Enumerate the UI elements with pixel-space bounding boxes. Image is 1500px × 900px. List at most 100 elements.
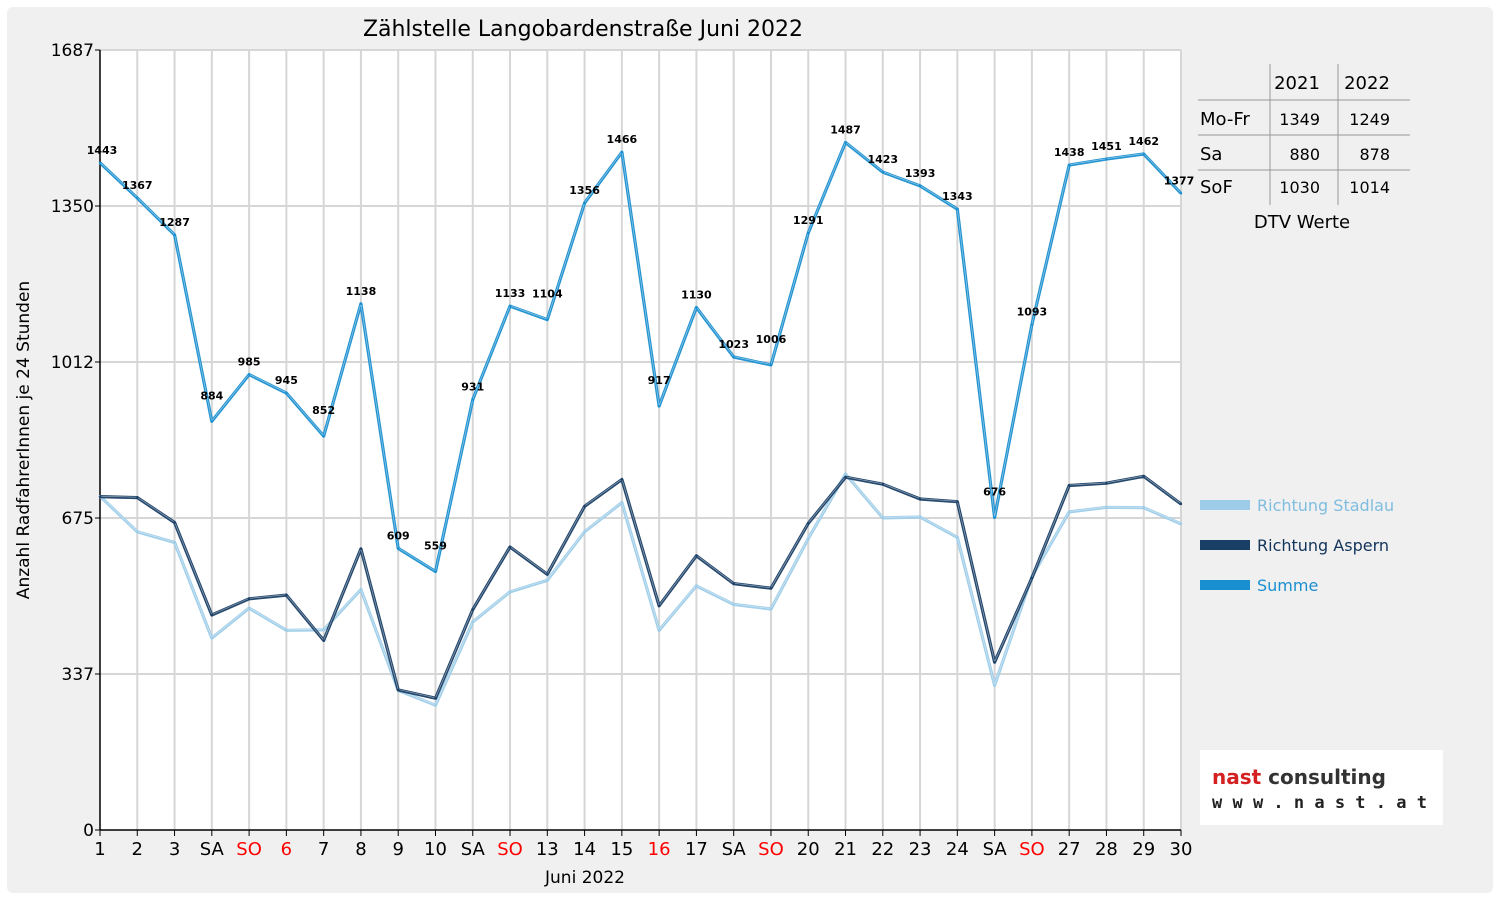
- data-point-richtung-aspern: [1179, 502, 1183, 506]
- data-point-richtung-stadlau: [993, 684, 996, 687]
- data-label: 1006: [756, 333, 787, 346]
- data-point-richtung-aspern: [583, 505, 586, 508]
- data-label: 1356: [569, 184, 600, 197]
- data-point-summe: [508, 304, 512, 308]
- data-point-summe: [397, 547, 400, 550]
- chart-title: Zählstelle Langobardenstraße Juni 2022: [363, 17, 803, 42]
- dtv-cell: 1349: [1279, 110, 1320, 129]
- grid-vertical: [136, 50, 1182, 830]
- data-point-richtung-stadlau: [881, 516, 884, 520]
- data-point-richtung-aspern: [918, 497, 922, 501]
- dtv-cell: 1249: [1349, 110, 1390, 129]
- data-point-richtung-aspern: [881, 482, 884, 486]
- data-point-summe: [1067, 163, 1071, 167]
- data-point-summe: [210, 420, 214, 423]
- data-point-richtung-stadlau: [136, 530, 139, 533]
- x-tick-labels: 1 2 3 SA SO 6 7 8 9 10 SA SO 13 14 15 16 17 SA SO 20 21 22 23 2…: [94, 830, 1192, 860]
- data-point-summe: [657, 404, 661, 408]
- data-point-richtung-aspern: [247, 597, 251, 601]
- data-point-richtung-aspern: [136, 496, 139, 499]
- data-label: 1377: [1164, 174, 1195, 187]
- data-point-richtung-stadlau: [1142, 506, 1145, 509]
- legend-swatch: [1200, 500, 1250, 510]
- data-label: 1393: [905, 167, 936, 180]
- data-point-richtung-aspern: [508, 545, 512, 549]
- legend-entry: Richtung Aspern: [1257, 536, 1389, 555]
- y-tick-label: 337: [62, 665, 94, 685]
- logo-url: w w w . n a s t . a t: [1212, 793, 1427, 813]
- x-tick-label: 8: [355, 839, 366, 860]
- x-tick-label: 10: [424, 839, 447, 860]
- x-tick-label: SA: [722, 839, 747, 860]
- data-point-summe: [1030, 323, 1034, 326]
- data-label: 1487: [830, 123, 861, 136]
- data-labels: 1443 1367 1287 884 985 945 852 1138 609 559 931 113…: [87, 123, 1195, 552]
- data-point-richtung-aspern: [98, 495, 102, 498]
- series-line-highlight-richtung-aspern: [99, 475, 1182, 699]
- data-label: 945: [275, 374, 298, 387]
- grid-horizontal: [100, 49, 1181, 675]
- data-label: 1343: [942, 190, 973, 203]
- data-point-richtung-stadlau: [1067, 510, 1071, 514]
- data-point-richtung-stadlau: [359, 588, 363, 591]
- data-point-richtung-stadlau: [471, 620, 474, 624]
- data-point-richtung-aspern: [695, 554, 698, 558]
- logo-brand-a: nast: [1212, 765, 1262, 789]
- data-label: 931: [461, 381, 484, 394]
- data-point-richtung-stadlau: [247, 606, 251, 610]
- y-axis-label: Anzahl RadfahrerInnen je 24 Stunden: [14, 281, 34, 599]
- data-point-summe: [881, 170, 884, 174]
- data-point-richtung-aspern: [807, 522, 810, 525]
- data-label: 1023: [718, 338, 749, 351]
- data-point-summe: [620, 150, 624, 154]
- x-axis-label: Juni 2022: [544, 868, 625, 888]
- data-point-summe: [136, 196, 139, 200]
- data-label: 676: [983, 485, 1006, 498]
- plot-area: [100, 50, 1181, 830]
- legend-swatch: [1200, 540, 1250, 550]
- data-point-richtung-aspern: [1105, 482, 1108, 485]
- data-label: 1367: [122, 179, 153, 192]
- data-point-richtung-stadlau: [210, 636, 214, 640]
- dtv-header-2021: 2021: [1274, 73, 1320, 94]
- dtv-row-label: SoF: [1200, 177, 1233, 198]
- data-label: 1291: [793, 214, 824, 227]
- x-tick-label: 30: [1170, 839, 1193, 860]
- data-point-richtung-stadlau: [695, 584, 698, 588]
- data-label: 1462: [1128, 135, 1159, 148]
- x-tick-label: 6: [281, 839, 292, 860]
- x-tick-label: 17: [685, 839, 708, 860]
- x-tick-label: SA: [461, 839, 486, 860]
- x-tick-label: 2: [132, 839, 143, 860]
- legend-entry: Richtung Stadlau: [1257, 496, 1394, 515]
- dtv-cell: 878: [1359, 145, 1390, 164]
- data-point-summe: [1105, 157, 1108, 161]
- data-point-summe: [98, 161, 102, 165]
- data-point-richtung-aspern: [434, 697, 437, 700]
- dtv-row-label: Mo-Fr: [1200, 109, 1250, 130]
- x-tick-label: 13: [536, 839, 559, 860]
- data-point-summe: [546, 318, 549, 321]
- dtv-header-2022: 2022: [1344, 73, 1390, 94]
- dtv-caption: DTV Werte: [1254, 212, 1350, 233]
- data-point-summe: [1179, 192, 1183, 195]
- data-point-richtung-aspern: [1142, 475, 1145, 478]
- data-label: 1287: [159, 216, 190, 229]
- data-label: 1423: [867, 153, 898, 166]
- data-point-richtung-aspern: [956, 500, 959, 503]
- x-tick-label: 14: [573, 839, 596, 860]
- data-point-richtung-aspern: [322, 639, 325, 642]
- x-tick-label: SO: [758, 839, 784, 860]
- data-point-richtung-aspern: [210, 613, 214, 617]
- data-label: 1138: [346, 285, 377, 298]
- x-tick-label: 16: [648, 839, 671, 860]
- data-point-richtung-stadlau: [1105, 506, 1108, 509]
- data-point-summe: [993, 516, 996, 519]
- x-tick-label: 15: [610, 839, 633, 860]
- data-point-summe: [583, 201, 586, 205]
- logo-brand-b: consulting: [1261, 765, 1386, 789]
- data-point-summe: [695, 306, 698, 309]
- series-lines: [98, 140, 1183, 707]
- legend-swatch: [1200, 580, 1250, 590]
- data-point-richtung-aspern: [844, 476, 847, 479]
